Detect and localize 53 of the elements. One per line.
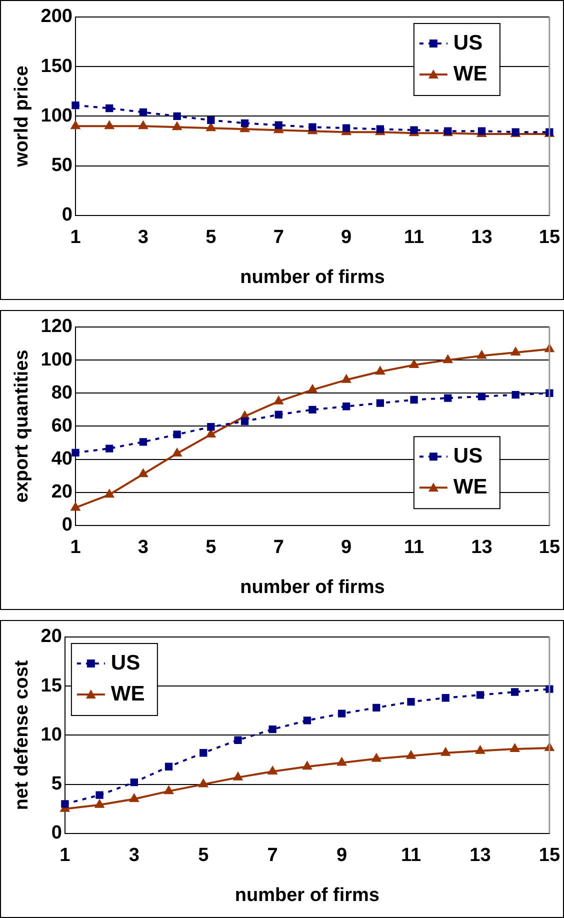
x-tick-label: 1 [60,845,71,866]
legend-label: US [453,31,483,54]
x-tick-label: 1 [70,537,82,558]
y-tick-label: 0 [62,204,72,226]
y-tick-label: 150 [40,56,72,77]
x-tick-label: 1 [70,227,82,248]
x-tick-label: 9 [336,845,348,866]
x-axis-title: number of firms [240,576,385,598]
x-tick-label: 3 [138,227,148,248]
legend-label: US [453,444,483,468]
y-tick-label: 120 [40,316,72,338]
x-axis-title: number of firms [240,266,385,288]
legend-label: WE [453,475,488,498]
y-axis-title: world price [12,66,33,168]
y-tick-label: 200 [40,6,72,28]
x-tick-label: 11 [404,227,424,248]
x-tick-label: 7 [267,845,278,866]
y-tick-label: 20 [40,626,62,648]
y-tick-label: 5 [51,774,62,795]
x-tick-label: 15 [538,537,560,558]
y-tick-label: 15 [40,675,62,696]
x-tick-label: 15 [538,227,560,248]
x-tick-label: 3 [138,537,148,558]
y-tick-label: 60 [51,415,72,436]
x-tick-label: 11 [400,845,422,866]
y-axis-title: export quantities [12,350,33,503]
legend-label: WE [453,62,488,86]
y-tick-label: 10 [40,724,62,746]
x-tick-label: 9 [341,537,352,558]
x-tick-label: 13 [471,227,492,248]
x-tick-label: 15 [538,845,560,866]
x-tick-label: 5 [198,845,210,866]
x-tick-label: 5 [206,227,217,248]
x-axis-title: number of firms [234,884,380,906]
x-tick-label: 3 [128,845,140,866]
y-tick-label: 40 [51,448,72,470]
y-tick-label: 0 [62,514,72,536]
y-tick-label: 20 [51,482,72,503]
x-tick-label: 11 [404,537,424,558]
x-tick-label: 7 [273,227,284,248]
legend-label: WE [110,682,145,706]
x-tick-label: 13 [471,537,492,558]
x-tick-label: 9 [341,227,352,248]
y-tick-label: 50 [51,155,72,176]
legend-label: US [110,651,140,674]
y-axis-title: net defense cost [12,660,33,810]
x-tick-label: 5 [206,537,217,558]
x-tick-label: 13 [470,845,491,866]
y-tick-label: 0 [51,822,62,844]
y-tick-label: 100 [40,105,72,126]
x-tick-label: 7 [273,537,284,558]
y-tick-label: 100 [40,349,72,370]
y-tick-label: 80 [51,382,72,404]
